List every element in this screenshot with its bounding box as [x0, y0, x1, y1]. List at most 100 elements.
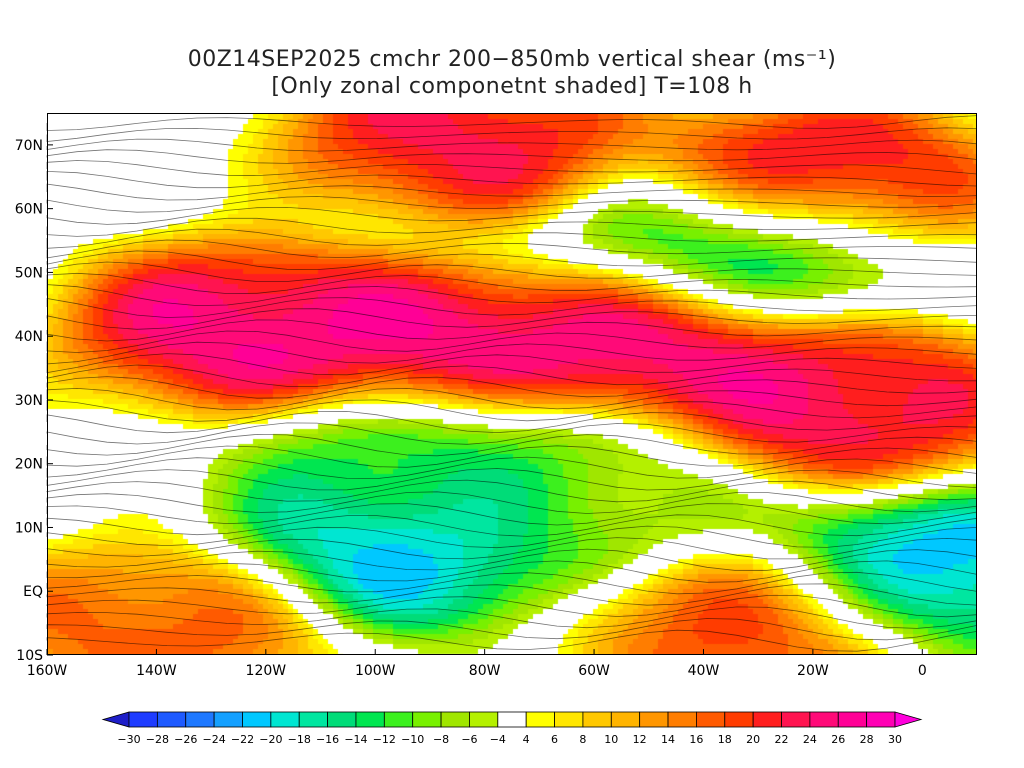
colorbar-label: 30 — [888, 733, 902, 746]
colorbar-bin — [667, 711, 697, 728]
streamline — [46, 537, 978, 560]
lat-tick-label: 50N — [15, 265, 43, 281]
colorbar-bin — [837, 711, 868, 728]
streamline — [46, 503, 978, 526]
streamline — [46, 548, 978, 572]
colorbar-label: −30 — [117, 733, 140, 746]
streamline — [46, 239, 978, 259]
colorbar-bin — [412, 711, 442, 728]
colorbar-label: −12 — [373, 733, 396, 746]
lat-tick-label: EQ — [23, 584, 43, 600]
colorbar-bin — [696, 711, 726, 728]
streamlines — [46, 115, 978, 652]
colorbar-label: −20 — [259, 733, 282, 746]
colorbar-label: −16 — [316, 733, 339, 746]
streamline — [46, 479, 978, 503]
lat-tick-label: 30N — [15, 393, 43, 409]
streamline — [46, 571, 978, 595]
colorbar-label: 14 — [661, 733, 675, 746]
colorbar-bin — [383, 711, 414, 728]
streamline — [46, 514, 978, 537]
colorbar-bin — [242, 711, 272, 728]
streamline — [46, 228, 978, 249]
colorbar-bin — [156, 711, 187, 728]
streamline — [46, 217, 978, 237]
streamline — [46, 606, 978, 629]
streamline — [46, 629, 978, 652]
colorbar-bin — [639, 711, 669, 728]
colorbar-label: −18 — [288, 733, 311, 746]
streamline — [46, 364, 978, 387]
lon-tick-label: 120W — [246, 663, 287, 679]
streamline — [46, 250, 978, 271]
streamline — [46, 115, 978, 131]
lon-tick-label: 60W — [578, 663, 610, 679]
streamline — [46, 206, 978, 225]
streamline — [46, 410, 978, 434]
colorbar-arrow-right — [894, 711, 923, 728]
streamline — [46, 297, 978, 318]
streamline — [46, 330, 978, 353]
streamline — [46, 308, 978, 330]
colorbar-label: 4 — [523, 733, 530, 746]
streamline — [46, 618, 978, 641]
lat-tick-label: 60N — [15, 202, 43, 218]
colorbar-label: −8 — [433, 733, 449, 746]
streamline — [46, 595, 978, 618]
colorbar-bin — [298, 711, 328, 728]
title-line-2: [Only zonal componetnt shaded] T=108 h — [271, 74, 753, 99]
colorbar-label: 8 — [579, 733, 586, 746]
colorbar-bin — [355, 711, 385, 728]
streamline — [46, 433, 978, 457]
colorbar-bin — [866, 711, 896, 728]
colorbar-bin — [809, 711, 839, 728]
colorbar-bin — [440, 711, 470, 728]
colorbar-arrow-left — [101, 711, 130, 728]
colorbar: −30 −28 −26 −24 −22 −20 −18 −16 −14 −12 −10 −8 −6 −4 4… — [101, 711, 923, 746]
streamline — [46, 399, 978, 422]
streamline — [46, 491, 978, 514]
streamline — [46, 261, 978, 282]
streamline — [46, 422, 978, 445]
colorbar-label: 12 — [633, 733, 647, 746]
colorbar-bin — [185, 711, 215, 728]
colorbar-bin — [128, 711, 158, 728]
streamline — [46, 196, 978, 213]
lat-tick-label: 10S — [16, 648, 43, 664]
lat-tick-label: 10N — [15, 520, 43, 536]
lon-tick-label: 80W — [469, 663, 501, 679]
streamline — [46, 468, 978, 491]
colorbar-bin — [213, 711, 243, 728]
shear-shading — [48, 114, 976, 654]
colorbar-bin — [724, 711, 754, 728]
streamline — [46, 127, 978, 142]
colorbar-label: −28 — [146, 733, 169, 746]
lon-tick-label: 140W — [136, 663, 177, 679]
streamline — [46, 284, 978, 307]
streamline — [46, 387, 978, 411]
streamline — [46, 560, 978, 583]
lon-tick-label: 40W — [688, 663, 720, 679]
colorbar-label: −24 — [203, 733, 226, 746]
colorbar-bin — [497, 711, 527, 728]
lon-tick-label: 0 — [918, 663, 927, 679]
colorbar-label: −14 — [344, 733, 367, 746]
colorbar-label: −6 — [461, 733, 477, 746]
lon-tick-label: 160W — [27, 663, 68, 679]
colorbar-label: −4 — [490, 733, 506, 746]
streamline — [46, 353, 978, 376]
chart-title: 00Z14SEP2025 cmchr 200−850mb vertical sh… — [0, 46, 1024, 100]
streamline — [46, 583, 978, 606]
map-panel — [47, 113, 977, 655]
colorbar-label: 24 — [803, 733, 817, 746]
colorbar-label: 16 — [689, 733, 703, 746]
colorbar-bin — [469, 711, 499, 728]
streamline — [46, 319, 978, 342]
streamline — [46, 170, 978, 189]
streamline — [46, 160, 978, 177]
colorbar-label: 6 — [551, 733, 558, 746]
colorbar-label: 10 — [604, 733, 618, 746]
colorbar-label: −26 — [174, 733, 197, 746]
